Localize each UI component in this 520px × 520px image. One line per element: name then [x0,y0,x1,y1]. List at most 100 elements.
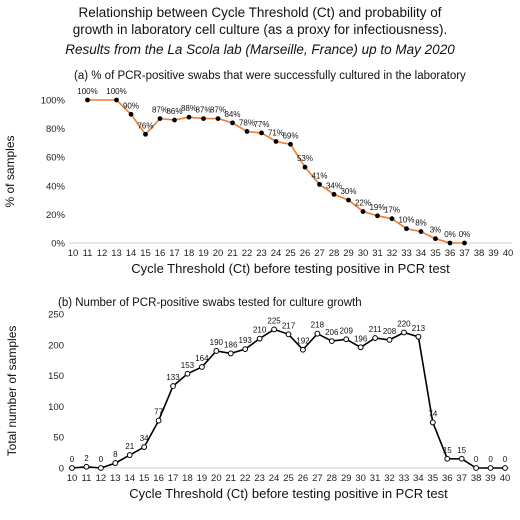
data-label: 133 [166,373,180,382]
data-point [242,346,249,353]
data-label: 0 [488,455,493,464]
x-tick-label: 37 [456,473,467,484]
data-label: 0 [503,455,508,464]
x-tick-label: 30 [358,248,369,259]
data-point [85,97,90,103]
x-tick-label: 40 [500,473,511,484]
data-label: 21 [125,442,134,451]
x-tick-label: 33 [401,248,412,259]
data-point [244,129,250,134]
data-label: 153 [181,361,195,370]
y-tick-label: 20% [46,210,66,221]
x-tick-label: 39 [485,473,496,484]
data-label: 86% [166,107,182,116]
data-label: 208 [383,327,397,336]
x-tick-label: 22 [240,473,251,484]
x-tick-label: 23 [256,248,267,259]
data-label: 53% [297,154,313,163]
data-point [389,216,395,222]
data-label: 196 [354,334,368,343]
y-tick-label: 100% [41,96,66,107]
data-label: 0% [459,230,471,239]
x-tick-label: 24 [269,473,280,484]
data-label: 0% [444,230,456,239]
data-point [215,116,221,121]
data-label: 15 [443,446,452,455]
data-point [444,455,451,462]
data-label: 19% [369,203,385,212]
y-tick-label: 80% [46,124,66,135]
x-tick-label: 31 [370,473,381,484]
data-point [157,116,163,121]
data-label: 211 [369,325,382,334]
x-tick-label: 15 [139,473,150,484]
data-point [172,117,177,123]
data-label: 71% [268,128,284,137]
x-tick-label: 13 [110,473,121,484]
x-tick-label: 19 [197,473,208,484]
data-point [259,130,264,136]
data-point [328,338,335,345]
data-label: 225 [267,316,281,325]
data-point [271,326,277,333]
data-label: 100% [106,87,126,96]
x-tick-label: 24 [271,248,282,259]
x-tick-label: 30 [355,473,366,484]
data-label: 190 [210,338,224,347]
data-point [199,364,205,370]
data-point [487,465,494,471]
data-label: 87% [210,106,226,115]
data-point [314,330,321,337]
data-point [343,336,350,343]
data-label: 77 [154,408,163,417]
data-point [357,344,364,351]
data-point [386,336,393,343]
data-label: 0 [70,455,75,464]
chart-a: (a) % of PCR-positive swabs that were su… [3,70,514,276]
data-label: 186 [224,340,238,349]
data-label: 74 [428,409,437,418]
data-point [433,236,438,242]
data-label: 30% [340,187,356,196]
data-point [184,370,191,377]
y-tick-label: 60% [46,153,66,164]
data-point [331,191,337,197]
y-tick-label: 150 [48,371,64,382]
data-label: 210 [253,326,267,335]
data-label: 34% [326,181,342,190]
x-tick-label: 17 [168,473,179,484]
x-tick-label: 25 [283,473,294,484]
x-tick-label: 35 [428,473,439,484]
y-tick-label: 0 [59,464,64,475]
x-tick-label: 12 [97,248,108,259]
x-tick-label: 23 [254,473,265,484]
data-point [372,335,379,341]
x-tick-label: 40 [503,248,514,259]
x-tick-label: 38 [474,248,485,259]
data-point [141,444,148,450]
data-label: 3% [430,226,442,235]
chart-title: (a) % of PCR-positive swabs that were su… [74,70,466,82]
x-tick-label: 22 [242,248,253,259]
data-label: 87% [152,106,168,115]
data-point [401,329,407,336]
data-point [300,346,306,353]
data-label: 87% [195,106,211,115]
data-label: 34 [140,434,149,443]
data-point [429,419,436,426]
x-tick-label: 10 [68,248,79,259]
x-tick-label: 14 [124,473,135,484]
x-tick-label: 18 [182,473,193,484]
data-label: 78% [239,118,255,127]
x-tick-label: 13 [111,248,122,259]
x-tick-label: 33 [399,473,410,484]
x-tick-label: 12 [96,473,107,484]
data-point [473,465,480,471]
data-label: 41% [311,171,327,180]
data-point [375,213,380,219]
data-point [418,229,424,234]
x-tick-label: 38 [471,473,482,484]
y-tick-label: 250 [48,310,64,321]
x-tick-label: 10 [67,473,78,484]
x-tick-label: 26 [300,248,311,259]
